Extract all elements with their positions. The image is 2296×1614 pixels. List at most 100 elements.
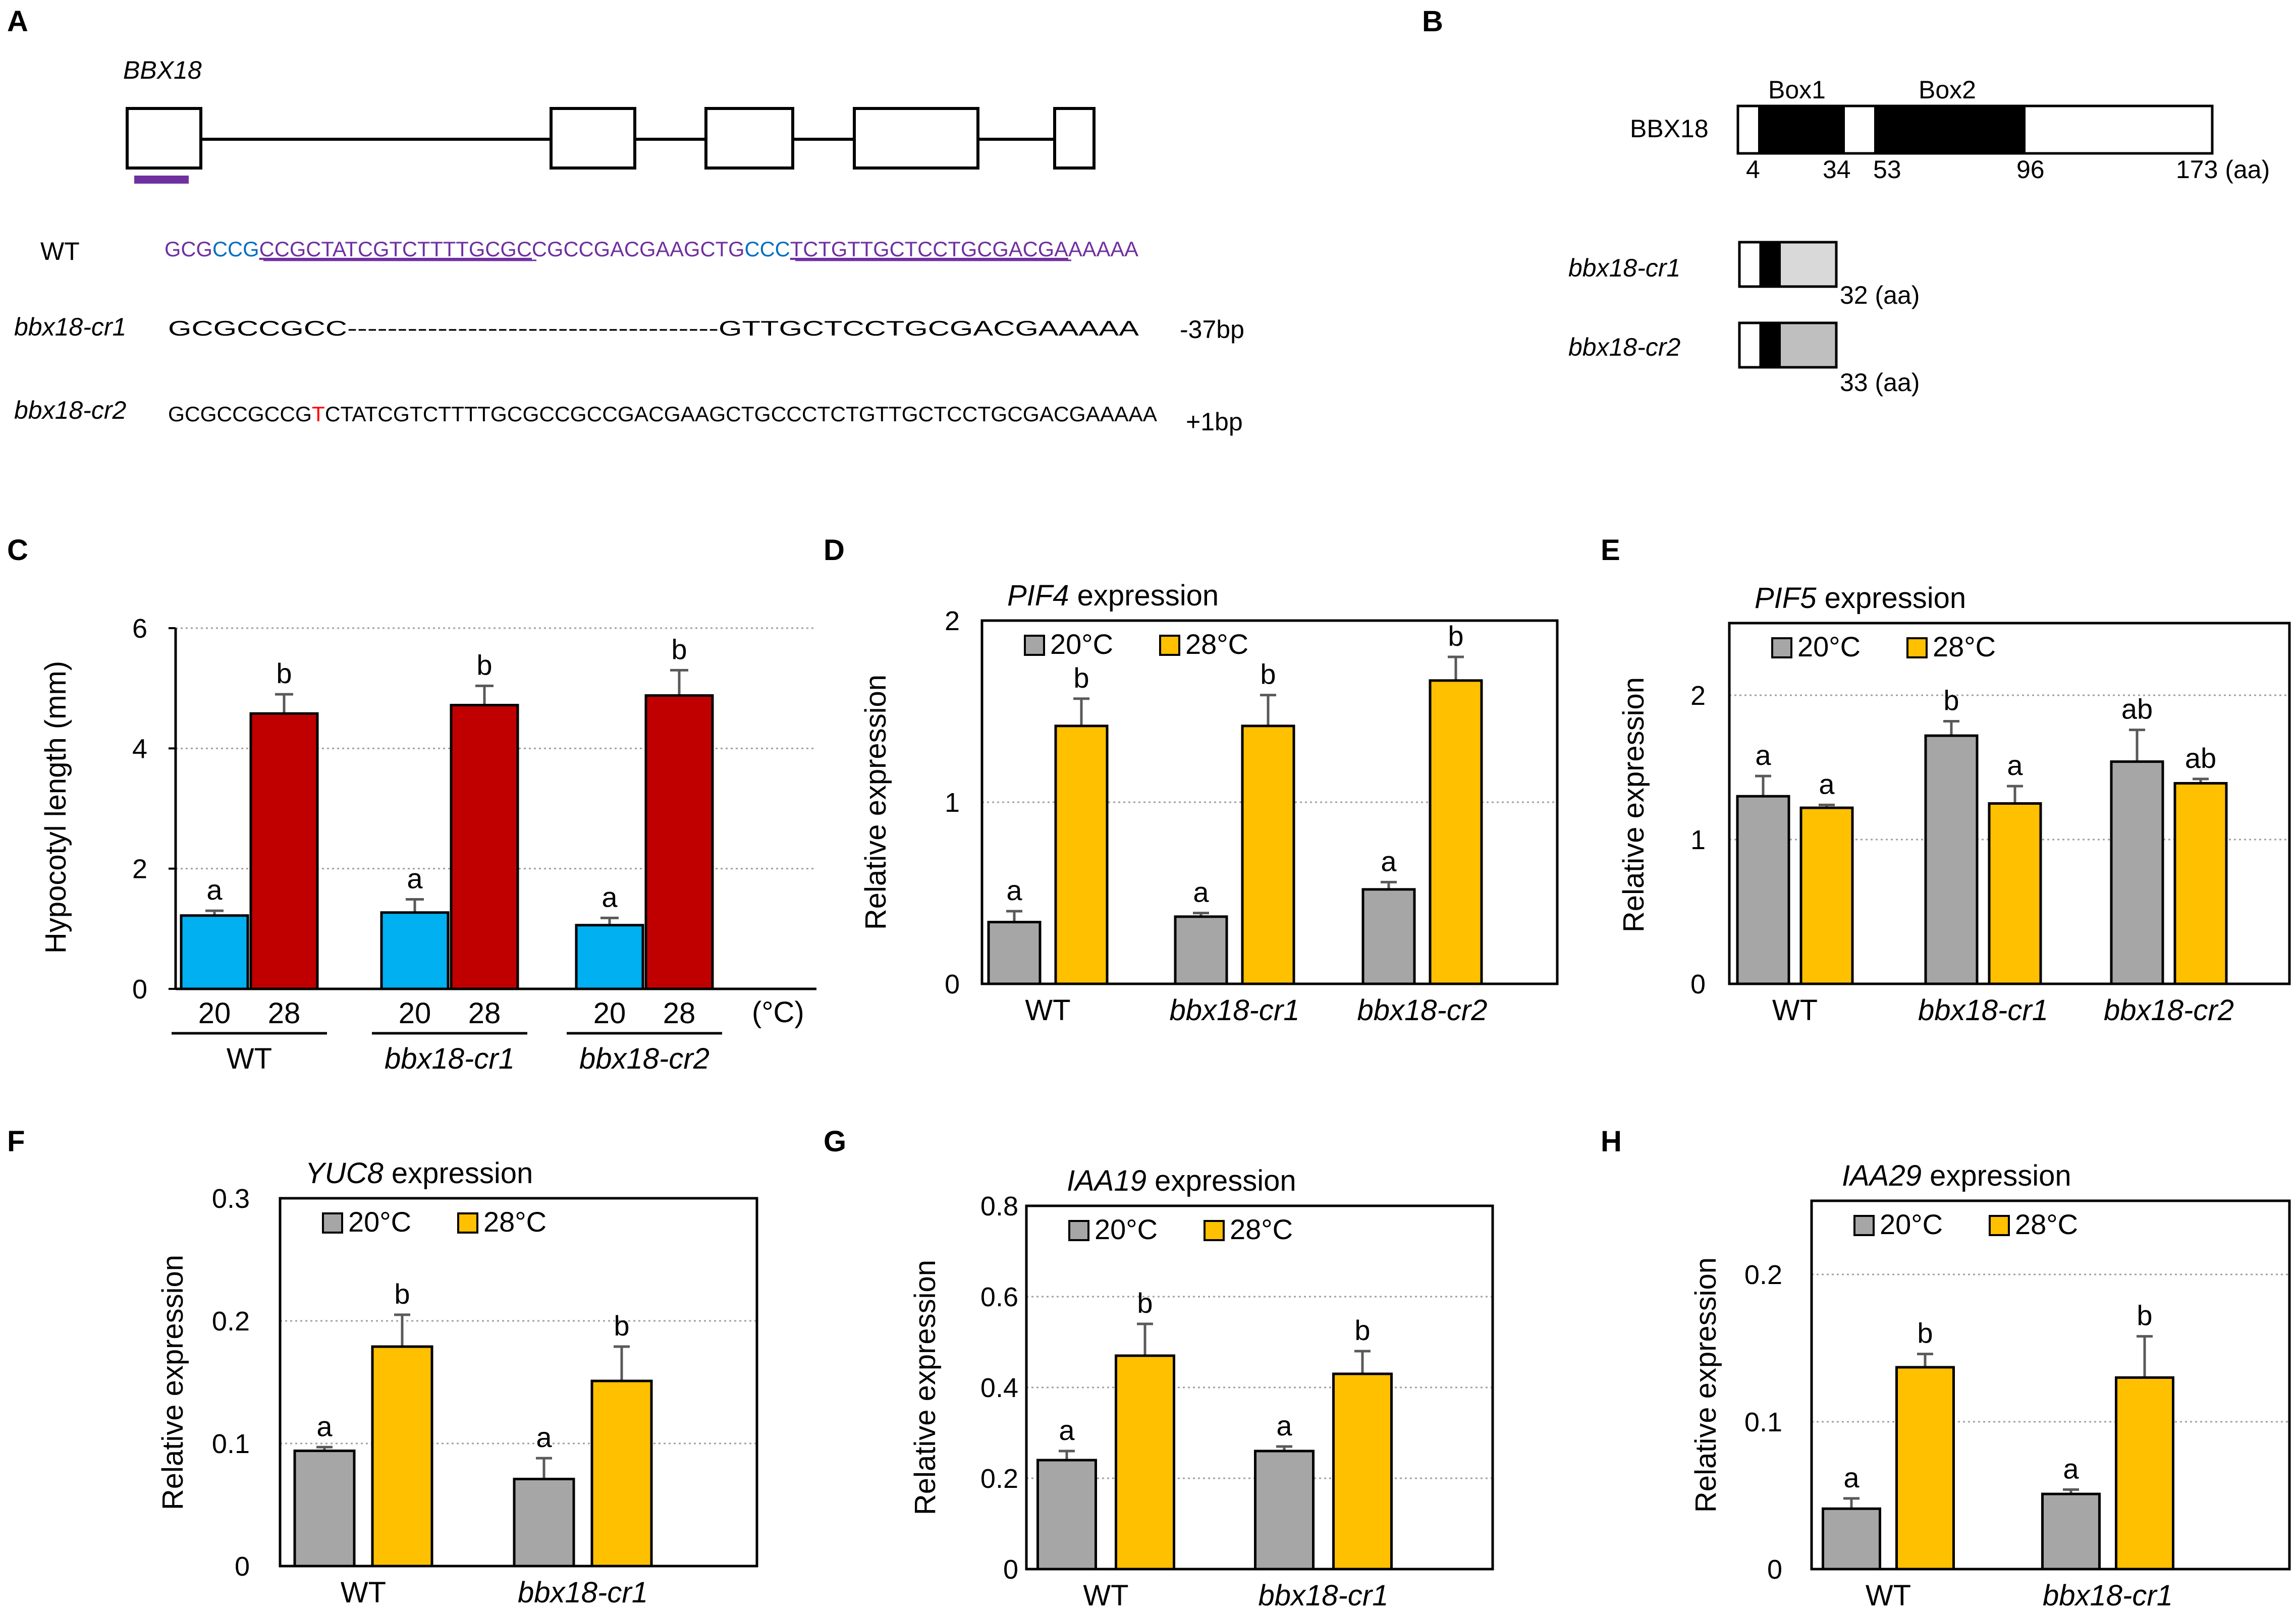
panel-label-h: H bbox=[1601, 1125, 1622, 1158]
significance-letter: b bbox=[276, 657, 292, 689]
wt-seq-pam: CCC bbox=[744, 237, 790, 261]
bar bbox=[1736, 795, 1790, 985]
y-tick-label: 2 bbox=[132, 854, 147, 884]
bar bbox=[1361, 888, 1416, 985]
significance-letter: b bbox=[394, 1278, 410, 1310]
cr1-change: -37bp bbox=[1180, 315, 1244, 344]
protein-name: BBX18 bbox=[1630, 115, 1709, 143]
panel-label-e: E bbox=[1601, 534, 1620, 567]
y-tick-label: 0 bbox=[945, 969, 960, 999]
significance-letter: a bbox=[2063, 1453, 2079, 1484]
bar bbox=[1429, 679, 1483, 985]
cr1-nterm bbox=[1738, 241, 1762, 288]
bar bbox=[180, 914, 249, 990]
significance-letter: a bbox=[536, 1421, 552, 1453]
y-axis-title: Relative expression bbox=[859, 675, 892, 930]
y-axis-title: Relative expression bbox=[909, 1260, 942, 1515]
title-gene: PIF4 bbox=[1007, 579, 1069, 612]
temperature-tick-label: 20 bbox=[399, 997, 431, 1030]
significance-letter: a bbox=[407, 862, 423, 894]
chart-title: PIF4 expression bbox=[1007, 579, 1219, 612]
legend-label-20: 20°C bbox=[1797, 631, 1861, 662]
plot-frame bbox=[1810, 1199, 2291, 1571]
significance-letter: b bbox=[1917, 1317, 1933, 1349]
y-tick-label: 0.2 bbox=[1744, 1260, 1782, 1290]
title-rest: expression bbox=[1069, 579, 1219, 612]
legend-label-28: 28°C bbox=[2015, 1208, 2078, 1240]
significance-letter: ab bbox=[2121, 693, 2153, 725]
wt-seq-pam: CCG bbox=[212, 237, 259, 261]
bar bbox=[987, 921, 1042, 985]
cr2-sequence: GCGCCGCCGTCTATCGTCTTTTGCGCCGCCGACGAAGCTG… bbox=[168, 402, 1157, 426]
y-tick-label: 4 bbox=[132, 734, 147, 764]
x-category-label: bbx18-cr1 bbox=[1259, 1579, 1389, 1612]
cr1-protein-length: 32 (aa) bbox=[1840, 281, 1920, 309]
legend-swatch-28 bbox=[1204, 1220, 1225, 1241]
x-category-label: bbx18-cr2 bbox=[1357, 994, 1488, 1027]
title-gene: PIF5 bbox=[1755, 582, 1817, 615]
y-tick-label: 0 bbox=[235, 1551, 250, 1582]
chart-yuc8-expression: 0 0.1 0.2 0.3 a b WT a b bbx18-cr1 YUC8 expression… bbox=[156, 1157, 758, 1609]
cr1-box1-fragment bbox=[1761, 242, 1781, 287]
bar bbox=[2110, 760, 2164, 985]
bar bbox=[2173, 782, 2228, 985]
box1-domain bbox=[1758, 106, 1845, 153]
cr2-seq-part: CTATCGTCTTTTGCGCCGCCGACGAAGCTGCCCTCTGTTG… bbox=[325, 402, 1157, 426]
cr2-nterm bbox=[1738, 321, 1762, 369]
bar bbox=[1174, 915, 1228, 985]
x-category-label: bbx18-cr1 bbox=[518, 1576, 648, 1609]
bar bbox=[1822, 1507, 1881, 1571]
legend-swatch-20 bbox=[1024, 635, 1045, 656]
significance-letter: a bbox=[206, 874, 223, 906]
significance-letter: a bbox=[1006, 874, 1022, 906]
significance-letter: a bbox=[1276, 1410, 1292, 1441]
significance-letter: a bbox=[1193, 876, 1209, 908]
significance-letter: b bbox=[1137, 1287, 1153, 1319]
box2-label: Box2 bbox=[1919, 76, 1976, 104]
box2-domain bbox=[1874, 106, 2026, 153]
genotype-label: WT bbox=[227, 1042, 272, 1075]
wt-seq-part: GCG bbox=[165, 237, 212, 261]
significance-letter: b bbox=[671, 633, 687, 665]
bar bbox=[575, 924, 644, 990]
bar bbox=[1332, 1372, 1393, 1571]
sgrna-target-bar bbox=[134, 176, 189, 184]
legend-label-28: 28°C bbox=[1230, 1213, 1293, 1245]
chart-title: PIF5 expression bbox=[1755, 582, 1966, 615]
bar bbox=[1115, 1354, 1175, 1571]
legend-label-28: 28°C bbox=[1185, 628, 1248, 660]
cr2-seq-part: GCGCCGCCG bbox=[168, 402, 312, 426]
bar bbox=[1241, 725, 1295, 985]
bar bbox=[1254, 1450, 1315, 1571]
panel-label-a: A bbox=[7, 5, 28, 38]
legend-swatch-20 bbox=[1771, 637, 1792, 658]
cr2-protein-length: 33 (aa) bbox=[1840, 368, 1920, 397]
exon-3 bbox=[704, 107, 794, 170]
bar bbox=[1054, 725, 1109, 985]
x-category-label: bbx18-cr1 bbox=[1918, 994, 2048, 1027]
gene-structure bbox=[126, 107, 1096, 170]
x-category-label: WT bbox=[1772, 994, 1818, 1027]
significance-letter: a bbox=[1381, 845, 1397, 877]
legend-label-28: 28°C bbox=[1933, 631, 1996, 662]
cr1-protein-label: bbx18-cr1 bbox=[1568, 254, 1680, 282]
y-tick-label: 6 bbox=[132, 614, 147, 644]
bar bbox=[1799, 806, 1854, 985]
title-rest: expression bbox=[1817, 582, 1966, 615]
panel-a: A BBX18 WT GCGCCGCCGCTATCGTCTTTTGCGCCGCC… bbox=[7, 5, 1244, 436]
bar bbox=[1036, 1459, 1097, 1571]
plot-frame bbox=[279, 1197, 758, 1568]
exon-1 bbox=[126, 107, 202, 170]
significance-letter: b bbox=[1448, 620, 1463, 652]
plot-frame bbox=[1728, 622, 2291, 985]
temperature-tick-label: 28 bbox=[268, 997, 301, 1030]
genotype-label: bbx18-cr1 bbox=[385, 1042, 515, 1075]
plot-frame bbox=[980, 619, 1559, 985]
significance-letter: b bbox=[476, 649, 492, 681]
bar bbox=[293, 1450, 356, 1568]
panel-label-d: D bbox=[824, 534, 845, 567]
x-category-label: WT bbox=[1866, 1579, 1911, 1612]
panel-label-b: B bbox=[1422, 5, 1443, 38]
bar bbox=[2115, 1376, 2174, 1571]
